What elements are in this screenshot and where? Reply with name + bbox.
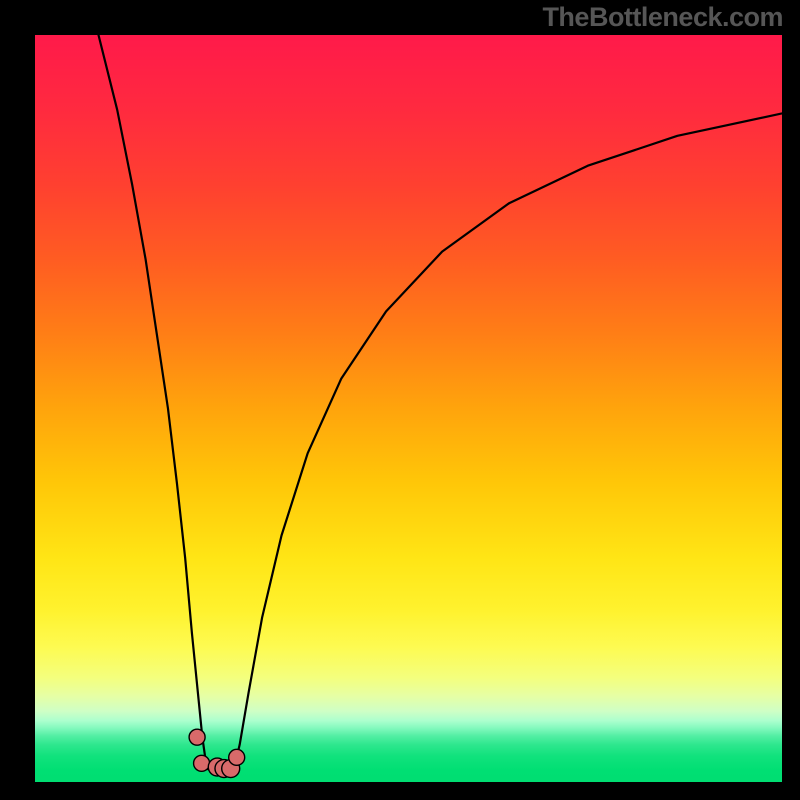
data-marker xyxy=(229,749,245,765)
watermark-text: TheBottleneck.com xyxy=(542,2,783,33)
bottleneck-curve xyxy=(99,35,783,772)
chart-overlay xyxy=(35,35,782,782)
data-markers xyxy=(189,729,245,777)
data-marker xyxy=(189,729,205,745)
plot-area xyxy=(35,35,782,782)
data-marker xyxy=(194,755,210,771)
